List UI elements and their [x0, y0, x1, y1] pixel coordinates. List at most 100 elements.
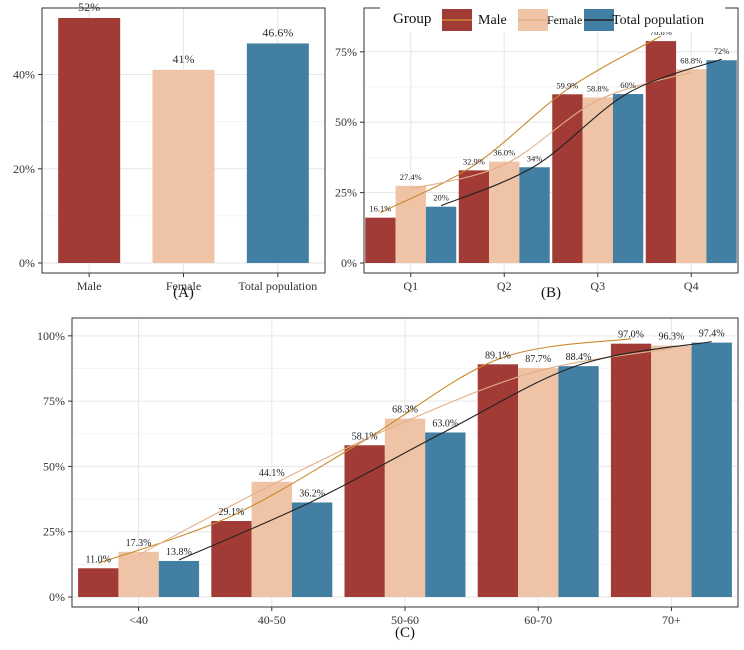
panel-a-bar-male [58, 18, 121, 263]
panel-c-value-label-total-population-40-50: 36.2% [299, 488, 325, 499]
panel-b-xtick-label-q3: Q3 [590, 279, 605, 293]
panel-c-bar-total-population-70plus [691, 342, 732, 597]
panel-a-value-label-male: 52% [78, 0, 100, 14]
panel-c-trend-line-female [138, 347, 672, 556]
panel-b-bar-male-q3 [552, 94, 583, 263]
legend-label-female: Female [547, 13, 582, 27]
panel-a-bar-female [152, 69, 215, 263]
panel-c-value-label-male-40-50: 29.1% [219, 507, 245, 518]
panel-c-bar-male-40-50 [211, 521, 252, 597]
panel-b-bar-total-population-q1 [425, 206, 457, 263]
panel-a-ytick-label: 0% [19, 256, 35, 270]
panel-b-bar-male-q2 [458, 170, 490, 263]
panel-a-ytick-label: 20% [13, 162, 35, 176]
panel-c-xtick-label-70plus: 70+ [662, 613, 681, 627]
panel-b-bar-total-population-q4 [706, 60, 737, 263]
panel-c-value-label-female-lt40: 17.3% [126, 538, 152, 549]
panel-b-bar-female-q1 [395, 185, 426, 263]
panel-b-bar-female-q3 [582, 97, 613, 264]
panel-a-value-label-female: 41% [173, 52, 195, 66]
panel-b-xtick-label-q4: Q4 [684, 279, 699, 293]
panel-a: 0% 20% 40% 52% Male 41% Female 46.6% Total popul… [13, 0, 326, 301]
panel-c-ytick-label: 0% [49, 590, 65, 604]
panel-c-ytick-label: 50% [43, 459, 65, 473]
panel-c-bar-male-70plus [610, 343, 652, 597]
panel-c-bar-total-population-40-50 [291, 502, 333, 597]
panel-c-bar-total-population-60-70 [558, 366, 599, 597]
panel-b-value-label-male-q1: 16.1% [369, 204, 391, 214]
panel-a-xtick-label-female: Female [166, 279, 201, 293]
panel-b-value-label-total-population-q2: 34% [527, 153, 543, 163]
panel-b-trend-line-male [380, 35, 662, 214]
panel-c-xtick-label-60-70: 60-70 [524, 613, 552, 627]
panel-b-ytick-label: 25% [335, 186, 357, 200]
panel-b-tag: (B) [541, 285, 561, 301]
panel-c-ytick-label: 100% [37, 329, 65, 343]
panel-b-value-label-male-q3: 59.9% [556, 80, 578, 90]
panel-c-bar-female-lt40 [118, 551, 159, 597]
panel-c-value-label-male-lt40: 11.0% [86, 554, 111, 565]
panel-b-xtick-label-q2: Q2 [497, 279, 512, 293]
legend: Group Male Female Total population [380, 6, 725, 32]
panel-b-value-label-total-population-q3: 60% [620, 80, 636, 90]
panel-a-bar-total-population [246, 43, 309, 263]
panel-c-xtick-label-50-60: 50-60 [391, 613, 419, 627]
panel-c-bar-female-40-50 [251, 481, 292, 597]
panel-b-xtick-label-q1: Q1 [403, 279, 418, 293]
panel-b-value-label-male-q2: 32.9% [463, 156, 485, 166]
legend-label-male: Male [478, 13, 507, 28]
panel-c-xtick-label-lt40: <40 [129, 613, 148, 627]
panel-c-value-label-female-70plus: 96.3% [658, 331, 684, 342]
panel-a-tag: (A) [173, 285, 194, 301]
panel-c-value-label-female-40-50: 44.1% [259, 468, 285, 479]
panel-b-ytick-label: 50% [335, 115, 357, 129]
legend-background [380, 6, 725, 32]
panel-c-bar-male-50-60 [344, 445, 385, 597]
panel-b-value-label-total-population-q1: 20% [433, 193, 449, 203]
legend-title: Group [393, 11, 431, 27]
panel-b-bar-total-population-q2 [519, 167, 550, 263]
panel-b-bar-female-q2 [489, 161, 520, 263]
panel-c-value-label-female-50-60: 68.3% [392, 405, 418, 416]
panel-c-bar-male-lt40 [78, 568, 119, 597]
panel-c-value-label-male-70plus: 97.0% [618, 330, 644, 341]
panel-c-tag: (C) [395, 625, 415, 641]
panel-b-bar-male-q1 [365, 217, 396, 263]
panel-b-ytick-label: 0% [341, 256, 357, 270]
panel-c-bar-female-70plus [651, 345, 692, 597]
panel-a-value-label-total-population: 46.6% [262, 25, 293, 39]
panel-c-frame [71, 317, 739, 608]
panel-c-value-label-male-50-60: 58.1% [352, 431, 378, 442]
panel-c-trend-line-total-population [178, 341, 712, 561]
panel-c-bar-male-60-70 [477, 364, 519, 597]
panel-c-value-label-male-60-70: 89.1% [485, 350, 511, 361]
panel-c-value-label-total-population-50-60: 63.0% [432, 418, 458, 429]
panel-c-ytick-label: 75% [43, 394, 65, 408]
panel-b-bar-female-q4 [676, 69, 707, 264]
panel-b-value-label-male-q4: 78.8% [650, 27, 672, 37]
panel-c-bar-total-population-50-60 [425, 432, 466, 597]
panel-c-value-label-female-60-70: 87.7% [525, 354, 551, 365]
panel-a-xtick-label-total-population: Total population [238, 279, 317, 293]
panel-b-value-label-female-q2: 36.0% [493, 148, 515, 158]
panel-c-ytick-label: 25% [43, 525, 65, 539]
panel-c-bar-female-60-70 [518, 367, 559, 597]
panel-b-value-label-female-q4: 68.8% [680, 55, 702, 65]
panel-b-trend-line-total-population [440, 58, 722, 207]
panel-b-bar-total-population-q3 [612, 94, 644, 263]
panel-a-frame [41, 7, 326, 274]
panel-c-xtick-label-40-50: 40-50 [258, 613, 286, 627]
panel-c-bar-female-50-60 [384, 418, 426, 597]
panel-a-ytick-label: 40% [13, 68, 35, 82]
legend-label-total-population: Total population [612, 13, 704, 28]
panel-a-xtick-label-male: Male [77, 279, 102, 293]
panel-c-bar-total-population-lt40 [158, 560, 200, 597]
panel-b: 0% 25% 50% 75% Q1 Q2 Q3 Q4 16.1% 32.9% 59.9% 78.8% 2… [335, 6, 739, 301]
panel-c: 0% 25% 50% 75% 100% <40 40-50 50-60 60-70 70+ 11.0… [37, 317, 739, 641]
panel-c-value-label-total-population-70plus: 97.4% [699, 329, 725, 340]
panel-b-value-label-female-q3: 58.8% [587, 83, 609, 93]
panel-c-value-label-total-population-lt40: 13.8% [166, 547, 192, 558]
panel-c-value-label-total-population-60-70: 88.4% [566, 352, 592, 363]
panel-b-value-label-female-q1: 27.4% [400, 172, 422, 182]
panel-b-ytick-label: 75% [335, 45, 357, 59]
